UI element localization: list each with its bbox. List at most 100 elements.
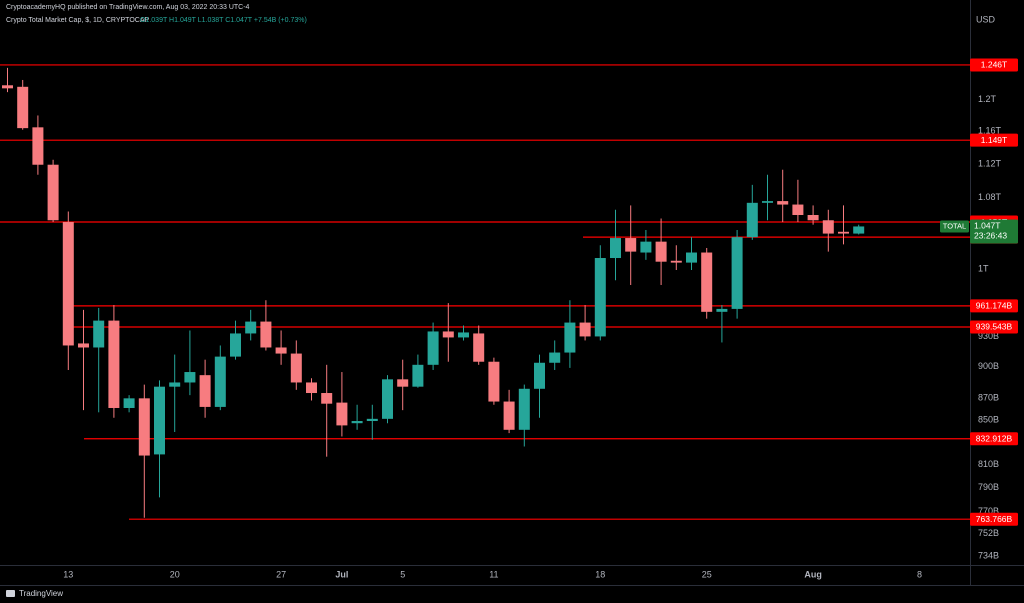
y-tick-label: 790B bbox=[978, 482, 999, 492]
x-tick-label: Jul bbox=[335, 569, 348, 579]
symbol-tag-label: TOTAL bbox=[943, 221, 966, 230]
candle-body bbox=[792, 204, 804, 216]
x-tick-label: 11 bbox=[489, 569, 498, 579]
y-tick-label: 930B bbox=[978, 331, 999, 341]
y-tick-label: 810B bbox=[978, 459, 999, 469]
candle-body bbox=[397, 379, 409, 387]
x-tick-label: 25 bbox=[702, 569, 712, 579]
candle-body bbox=[2, 85, 13, 89]
candle-body bbox=[78, 343, 89, 348]
candle-body bbox=[640, 241, 652, 253]
symbol: Crypto Total Market Cap, $, 1D, CRYPTOCA… bbox=[6, 17, 149, 24]
countdown: 23:26:43 bbox=[974, 231, 1007, 241]
candle-body bbox=[610, 238, 621, 259]
candle-body bbox=[412, 364, 424, 387]
x-tick-label: 20 bbox=[170, 569, 180, 579]
candle-body bbox=[655, 241, 667, 262]
level-label: 939.543B bbox=[976, 322, 1013, 332]
candle-body bbox=[838, 231, 849, 234]
candle-body bbox=[458, 332, 469, 338]
candle-body bbox=[245, 321, 257, 334]
candle-body bbox=[807, 215, 819, 221]
level-label: 961.174B bbox=[976, 301, 1013, 311]
candle-body bbox=[214, 356, 226, 407]
candle-body bbox=[686, 252, 697, 263]
x-tick-label: 8 bbox=[917, 569, 922, 579]
level-label: 1.149T bbox=[981, 135, 1007, 145]
candle-body bbox=[534, 362, 545, 389]
candle-body bbox=[138, 398, 150, 456]
candle-body bbox=[564, 322, 576, 353]
candle-body bbox=[199, 375, 211, 407]
y-tick-label: 1.16T bbox=[978, 126, 1002, 136]
candle-body bbox=[290, 353, 302, 383]
candle-body bbox=[230, 333, 241, 357]
x-tick-label: 18 bbox=[595, 569, 605, 579]
y-tick-label: 1.2T bbox=[978, 94, 997, 104]
candle-body bbox=[366, 418, 378, 422]
level-label: 1.246T bbox=[981, 60, 1007, 70]
ohlc: O1.039T H1.049T L1.038T C1.047T +7.54B (… bbox=[140, 17, 307, 24]
y-tick-label: 1.12T bbox=[978, 158, 1002, 168]
y-tick-label: 734B bbox=[978, 550, 999, 560]
currency: USD bbox=[976, 14, 996, 24]
candle-body bbox=[777, 201, 789, 205]
candle-body bbox=[32, 127, 44, 165]
candle-body bbox=[473, 333, 485, 362]
candle-body bbox=[746, 202, 758, 238]
candle-body bbox=[853, 226, 865, 234]
logo bbox=[6, 590, 15, 597]
candle-body bbox=[488, 361, 500, 402]
candle-body bbox=[382, 379, 393, 419]
x-tick-label: 5 bbox=[400, 569, 405, 579]
brand: TradingView bbox=[19, 589, 63, 598]
candle-body bbox=[62, 222, 74, 346]
candle-body bbox=[503, 401, 515, 430]
candle-body bbox=[351, 421, 363, 424]
candle-body bbox=[169, 382, 181, 387]
candle-body bbox=[762, 201, 773, 203]
candle-body bbox=[442, 331, 454, 338]
level-tag bbox=[970, 512, 1018, 526]
y-tick-label: 900B bbox=[978, 361, 999, 371]
level-tag bbox=[970, 320, 1018, 334]
x-tick-label: 13 bbox=[63, 569, 73, 579]
candle-body bbox=[594, 258, 606, 337]
candle-body bbox=[549, 352, 561, 363]
candle-body bbox=[306, 382, 317, 394]
level-label: 832.912B bbox=[976, 434, 1013, 444]
y-tick-label: 752B bbox=[978, 528, 999, 538]
candle-body bbox=[123, 398, 135, 408]
candle-body bbox=[47, 164, 59, 221]
candle-body bbox=[625, 238, 637, 252]
x-tick-label: Aug bbox=[804, 569, 822, 579]
candle-body bbox=[518, 388, 530, 430]
candle-body bbox=[822, 220, 834, 234]
level-label: 763.766B bbox=[976, 514, 1013, 524]
last-price-tag bbox=[970, 219, 1018, 244]
candle-body bbox=[427, 331, 439, 365]
symbol-tag bbox=[940, 220, 969, 233]
level-tag bbox=[970, 432, 1018, 446]
y-tick-label: 870B bbox=[978, 393, 999, 403]
y-tick-label: 850B bbox=[978, 414, 999, 424]
candle-body bbox=[321, 393, 333, 404]
candle-body bbox=[17, 86, 29, 129]
candle-body bbox=[275, 347, 287, 354]
candle-body bbox=[154, 386, 165, 455]
y-tick-label: 770B bbox=[978, 506, 999, 516]
candle-body bbox=[184, 372, 196, 383]
y-tick-label: 1T bbox=[978, 263, 989, 273]
candle-body bbox=[579, 322, 591, 337]
last-price-label: 1.047T bbox=[974, 221, 1000, 231]
candle-body bbox=[108, 320, 120, 408]
candle-body bbox=[670, 260, 682, 263]
level-tag bbox=[970, 133, 1018, 147]
y-tick-label: 1.08T bbox=[978, 192, 1002, 202]
x-tick-label: 27 bbox=[276, 569, 286, 579]
candle-body bbox=[260, 321, 272, 348]
candle-body bbox=[93, 320, 105, 348]
level-tag bbox=[970, 299, 1018, 313]
publisher: CryptoacademyHQ published on TradingView… bbox=[6, 4, 250, 11]
